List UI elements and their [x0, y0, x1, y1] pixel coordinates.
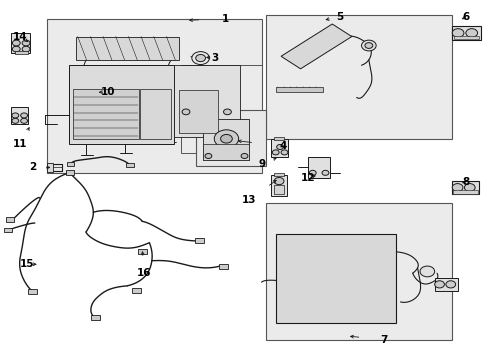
Bar — [65, 170, 74, 175]
Circle shape — [434, 281, 444, 288]
Bar — [15, 51, 27, 54]
Circle shape — [241, 153, 247, 158]
Circle shape — [464, 184, 474, 192]
Circle shape — [20, 113, 27, 118]
Text: 1: 1 — [221, 14, 228, 24]
Circle shape — [322, 170, 328, 175]
Circle shape — [223, 109, 231, 115]
Bar — [271, 139, 288, 157]
Text: 16: 16 — [137, 268, 151, 278]
Bar — [194, 238, 203, 243]
Bar — [76, 37, 178, 60]
Text: 12: 12 — [300, 173, 314, 183]
Text: 8: 8 — [462, 177, 469, 187]
Bar — [273, 173, 284, 176]
Bar — [11, 33, 30, 53]
Polygon shape — [281, 24, 351, 69]
Circle shape — [272, 150, 279, 155]
Circle shape — [204, 153, 211, 158]
Circle shape — [12, 46, 20, 52]
Bar — [271, 175, 286, 196]
Text: 10: 10 — [101, 87, 115, 97]
Circle shape — [309, 170, 316, 175]
Bar — [276, 234, 395, 323]
Bar — [266, 15, 451, 139]
Text: 7: 7 — [379, 334, 386, 345]
Bar — [28, 289, 37, 294]
Circle shape — [12, 118, 19, 123]
Circle shape — [274, 177, 284, 185]
Text: 4: 4 — [279, 141, 286, 151]
Bar — [453, 36, 478, 40]
Bar — [195, 110, 266, 166]
Bar — [451, 181, 478, 194]
Text: 11: 11 — [13, 139, 27, 149]
Bar — [132, 288, 141, 293]
Text: 13: 13 — [242, 195, 256, 205]
Circle shape — [12, 113, 19, 118]
Bar — [181, 65, 261, 153]
Bar — [138, 249, 147, 253]
Circle shape — [281, 150, 287, 155]
Text: 14: 14 — [13, 32, 27, 41]
Circle shape — [276, 144, 283, 149]
Bar — [173, 65, 239, 137]
Circle shape — [445, 281, 455, 288]
Bar — [203, 144, 249, 160]
Bar — [126, 163, 134, 167]
Bar — [47, 163, 53, 172]
Bar — [273, 137, 283, 140]
Bar — [178, 90, 217, 134]
Bar — [452, 190, 477, 194]
Text: 2: 2 — [29, 162, 36, 172]
Bar — [276, 87, 322, 92]
Circle shape — [214, 130, 238, 148]
Circle shape — [451, 29, 463, 37]
Bar — [66, 162, 74, 166]
Text: 15: 15 — [20, 259, 35, 269]
Bar — [91, 315, 100, 320]
Bar — [273, 185, 284, 194]
Circle shape — [12, 40, 20, 46]
Bar — [266, 203, 451, 339]
Bar — [434, 278, 457, 291]
Bar — [11, 107, 28, 125]
Circle shape — [361, 40, 375, 51]
Circle shape — [195, 54, 205, 62]
Text: 9: 9 — [258, 159, 264, 169]
Circle shape — [451, 184, 462, 192]
Bar — [219, 264, 227, 269]
Circle shape — [465, 29, 477, 37]
Circle shape — [419, 266, 434, 277]
Circle shape — [22, 40, 30, 46]
Text: 3: 3 — [211, 53, 219, 63]
Bar — [5, 217, 14, 222]
Text: 6: 6 — [462, 12, 469, 22]
Circle shape — [220, 134, 232, 143]
Circle shape — [22, 46, 30, 52]
Bar — [451, 26, 480, 40]
Bar — [73, 89, 139, 139]
Bar — [3, 228, 12, 232]
Circle shape — [20, 118, 27, 123]
Bar — [47, 19, 261, 173]
Circle shape — [191, 51, 209, 64]
Bar — [203, 119, 249, 160]
Circle shape — [182, 109, 189, 115]
Bar — [69, 65, 173, 144]
Bar — [140, 89, 171, 139]
Bar — [307, 157, 329, 178]
Circle shape — [364, 42, 372, 48]
Text: 5: 5 — [335, 12, 343, 22]
